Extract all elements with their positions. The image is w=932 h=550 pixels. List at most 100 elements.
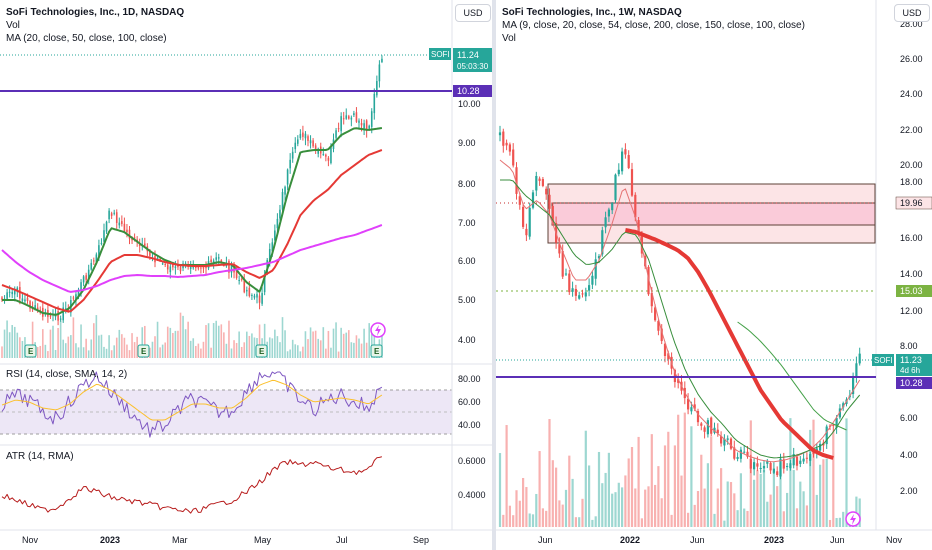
volume-bar xyxy=(161,344,164,358)
candle-body xyxy=(568,273,571,293)
last-price-badge-price xyxy=(896,354,932,376)
price-tick: 9.00 xyxy=(458,138,476,148)
candle-body xyxy=(358,120,360,123)
candle-body xyxy=(541,179,544,186)
volume-bar xyxy=(36,347,39,358)
ma-legend[interactable]: MA (20, close, 50, close, 100, close) xyxy=(6,33,167,44)
earnings-marker[interactable] xyxy=(137,344,150,358)
earnings-markers[interactable]: E E E E xyxy=(24,344,383,358)
ma-legend[interactable]: MA (9, close, 20, close, 54, close, 200,… xyxy=(502,20,805,31)
volume-legend[interactable]: Vol xyxy=(502,33,516,44)
candle-body xyxy=(284,186,286,195)
candle-body xyxy=(518,196,521,205)
candle-body xyxy=(253,295,256,298)
candle-body xyxy=(564,273,568,275)
volume-bar xyxy=(291,339,294,358)
volume-bar xyxy=(624,475,627,527)
candle-body xyxy=(621,151,624,172)
volume-bar xyxy=(8,332,11,358)
zone-price-value: 19.96 xyxy=(900,198,923,208)
time-tick: 2023 xyxy=(100,535,120,545)
volume-bar xyxy=(80,324,82,358)
weekly-chart-canvas[interactable]: 28.00 26.00 24.00 22.00 20.00 18.00 16.0… xyxy=(496,0,932,550)
symbol-title[interactable]: SoFi Technologies, Inc., 1W, NASDAQ xyxy=(502,7,682,18)
time-axis[interactable]: Nov 2023 Mar May Jul Sep xyxy=(22,535,429,545)
volume-bar xyxy=(42,329,44,358)
volume-bar xyxy=(584,430,587,527)
price-tick: 22.00 xyxy=(900,125,923,135)
candle-body xyxy=(858,353,861,364)
atr-legend[interactable]: ATR (14, RMA) xyxy=(6,451,74,462)
volume-bar xyxy=(304,331,307,358)
volume-bar xyxy=(200,348,202,358)
price-axis[interactable]: 28.00 26.00 24.00 22.00 20.00 18.00 16.0… xyxy=(900,19,923,496)
rsi-tick: 40.00 xyxy=(458,420,481,430)
symbol-title[interactable]: SoFi Technologies, Inc., 1D, NASDAQ xyxy=(6,7,185,18)
price-axis[interactable]: 10.00 9.00 8.00 7.00 6.00 5.00 4.00 80.0… xyxy=(458,99,486,500)
volume-bar xyxy=(240,346,243,358)
candle-body xyxy=(49,315,52,317)
currency-button[interactable]: USD xyxy=(894,4,930,22)
currency-button[interactable]: USD xyxy=(455,4,491,22)
daily-chart-pane[interactable]: 10.00 9.00 8.00 7.00 6.00 5.00 4.00 80.0… xyxy=(0,0,492,550)
candle-body xyxy=(706,420,709,435)
volume-bar xyxy=(121,334,123,358)
volume-bar xyxy=(355,335,358,358)
volume-bar xyxy=(561,504,564,527)
candle-body xyxy=(238,279,240,281)
candle-body xyxy=(297,139,299,144)
candle-body xyxy=(617,169,620,175)
candle-body xyxy=(776,471,779,476)
volume-bar xyxy=(279,342,281,358)
candle-body xyxy=(584,292,587,297)
earnings-marker[interactable] xyxy=(24,344,37,358)
volume-bar xyxy=(535,493,538,527)
candle-body xyxy=(350,117,353,120)
rsi-legend[interactable]: RSI (14, close, SMA, 14, 2) xyxy=(6,369,128,380)
price-tick: 10.00 xyxy=(458,99,481,109)
price-tick: 6.00 xyxy=(900,413,918,423)
level-price-badge xyxy=(453,85,492,97)
volume-bar xyxy=(677,414,680,527)
volume-bar xyxy=(657,466,660,527)
chart-legend[interactable]: SoFi Technologies, Inc., 1D, NASDAQ Vol … xyxy=(6,6,184,45)
volume-bar xyxy=(515,490,518,527)
candle-body xyxy=(355,112,358,122)
earnings-marker[interactable] xyxy=(255,344,268,358)
candle-body xyxy=(340,116,342,132)
pane-divider[interactable] xyxy=(492,0,496,550)
ma20-line xyxy=(500,179,861,459)
price-tick: 6.00 xyxy=(458,256,476,266)
candle-body xyxy=(746,451,749,457)
time-axis[interactable]: Jun 2022 Jun 2023 Jun Nov xyxy=(538,535,903,545)
volume-bar xyxy=(297,345,299,358)
daily-chart-canvas[interactable]: 10.00 9.00 8.00 7.00 6.00 5.00 4.00 80.0… xyxy=(0,0,492,550)
supply-zone-inner[interactable] xyxy=(551,202,876,226)
candle-body xyxy=(80,282,82,290)
candle-body xyxy=(498,132,502,136)
volume-legend[interactable]: Vol xyxy=(6,20,20,31)
candle-body xyxy=(852,377,855,395)
candle-body xyxy=(189,266,192,269)
earnings-marker-label: E xyxy=(141,347,147,356)
candle-body xyxy=(657,320,660,331)
volume-bar xyxy=(518,500,521,527)
candle-body xyxy=(574,288,577,296)
volume-bar xyxy=(90,339,93,358)
chart-legend[interactable]: SoFi Technologies, Inc., 1W, NASDAQ MA (… xyxy=(502,6,805,45)
volume-bar xyxy=(574,517,577,527)
volume-bar xyxy=(776,486,779,527)
time-tick: Nov xyxy=(886,535,903,545)
volume-bar xyxy=(98,335,100,358)
volume-bar xyxy=(302,346,304,358)
volume-bar xyxy=(317,338,319,358)
volume-bar xyxy=(70,335,72,358)
rsi-tick: 80.00 xyxy=(458,374,481,384)
volume-bar xyxy=(766,501,769,527)
candle-body xyxy=(726,438,729,440)
volume-bar xyxy=(197,343,200,358)
weekly-chart-pane[interactable]: 28.00 26.00 24.00 22.00 20.00 18.00 16.0… xyxy=(496,0,932,550)
volume-bar xyxy=(654,484,657,527)
earnings-marker[interactable] xyxy=(370,344,383,358)
volume-bar xyxy=(268,337,271,358)
